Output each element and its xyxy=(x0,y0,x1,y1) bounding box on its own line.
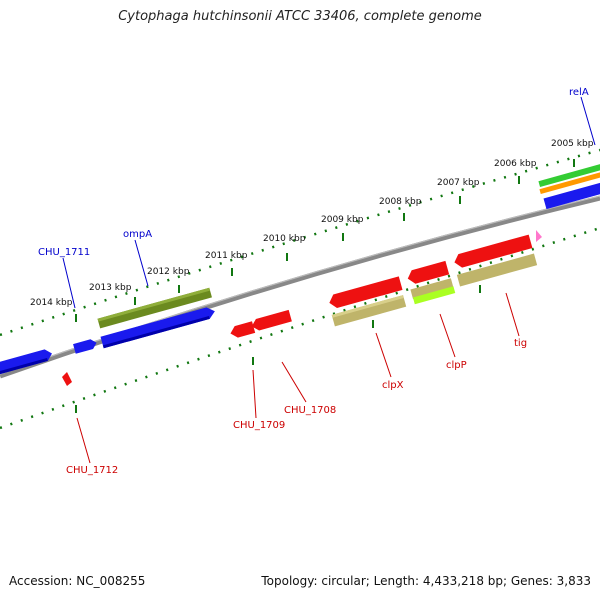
pink-marker xyxy=(536,230,542,242)
olive-feature-clpP xyxy=(410,278,454,300)
genome-summary-text: Topology: circular; Length: 4,433,218 bp… xyxy=(261,574,591,588)
olive-feature-tig xyxy=(456,253,538,287)
cds-clpX xyxy=(329,276,403,309)
leader-chu-1711 xyxy=(62,257,76,309)
cds-chu-1709 xyxy=(230,321,256,338)
outer-tick-track xyxy=(0,148,600,337)
accession-text: Accession: NC_008255 xyxy=(9,574,146,588)
leader-tig xyxy=(505,292,520,337)
feature-green xyxy=(538,162,600,187)
gene-label-tig: tig xyxy=(514,338,527,349)
gene-label-clpX: clpX xyxy=(382,380,404,391)
kbp-label: 2007 kbp xyxy=(437,178,480,188)
cds-tig xyxy=(454,234,533,268)
cds-ompA xyxy=(100,307,215,349)
cds-relA-region xyxy=(543,181,600,210)
olive-feature-clpX xyxy=(331,295,407,327)
kbp-label: 2009 kbp xyxy=(321,215,364,225)
cds-clpP xyxy=(407,260,450,284)
leader-relA xyxy=(580,96,596,146)
cds-chu-1712 xyxy=(62,372,72,386)
kbp-label: 2013 kbp xyxy=(89,283,132,293)
cds-chu-1711 xyxy=(73,339,97,354)
leader-chu-1709 xyxy=(252,369,257,419)
lime-feature-clpP xyxy=(412,286,456,305)
cds-left-blue xyxy=(0,349,52,375)
leader-clpP xyxy=(439,313,456,358)
leader-chu-1712 xyxy=(76,417,91,464)
major-ticks-outer xyxy=(75,159,575,322)
gene-label-chu-1712: CHU_1712 xyxy=(66,465,118,476)
map-title: Cytophaga hutchinsonii ATCC 33406, compl… xyxy=(118,9,482,24)
feature-orange xyxy=(539,170,600,195)
gene-label-clpP: clpP xyxy=(446,360,467,371)
kbp-label: 2010 kbp xyxy=(263,234,306,244)
olive-feature-ompA-region xyxy=(97,287,212,329)
gene-label-chu-1709: CHU_1709 xyxy=(233,420,285,431)
kbp-label: 2014 kbp xyxy=(30,298,73,308)
cds-chu-1708 xyxy=(251,309,292,331)
gene-label-chu-1711: CHU_1711 xyxy=(38,247,90,258)
inner-tick-track xyxy=(0,226,600,430)
major-ticks-inner xyxy=(75,285,481,413)
gene-label-ompA: ompA xyxy=(123,229,152,240)
kbp-label: 2008 kbp xyxy=(379,197,422,207)
leader-ompA xyxy=(134,239,149,287)
kbp-label: 2006 kbp xyxy=(494,159,537,169)
kbp-label: 2005 kbp xyxy=(551,139,594,149)
leader-clpX xyxy=(375,332,392,378)
kbp-label: 2011 kbp xyxy=(205,251,248,261)
gene-label-relA: relA xyxy=(569,87,589,98)
leader-chu-1708 xyxy=(281,361,307,403)
gene-label-chu-1708: CHU_1708 xyxy=(284,405,336,416)
kbp-label: 2012 kbp xyxy=(147,267,190,277)
